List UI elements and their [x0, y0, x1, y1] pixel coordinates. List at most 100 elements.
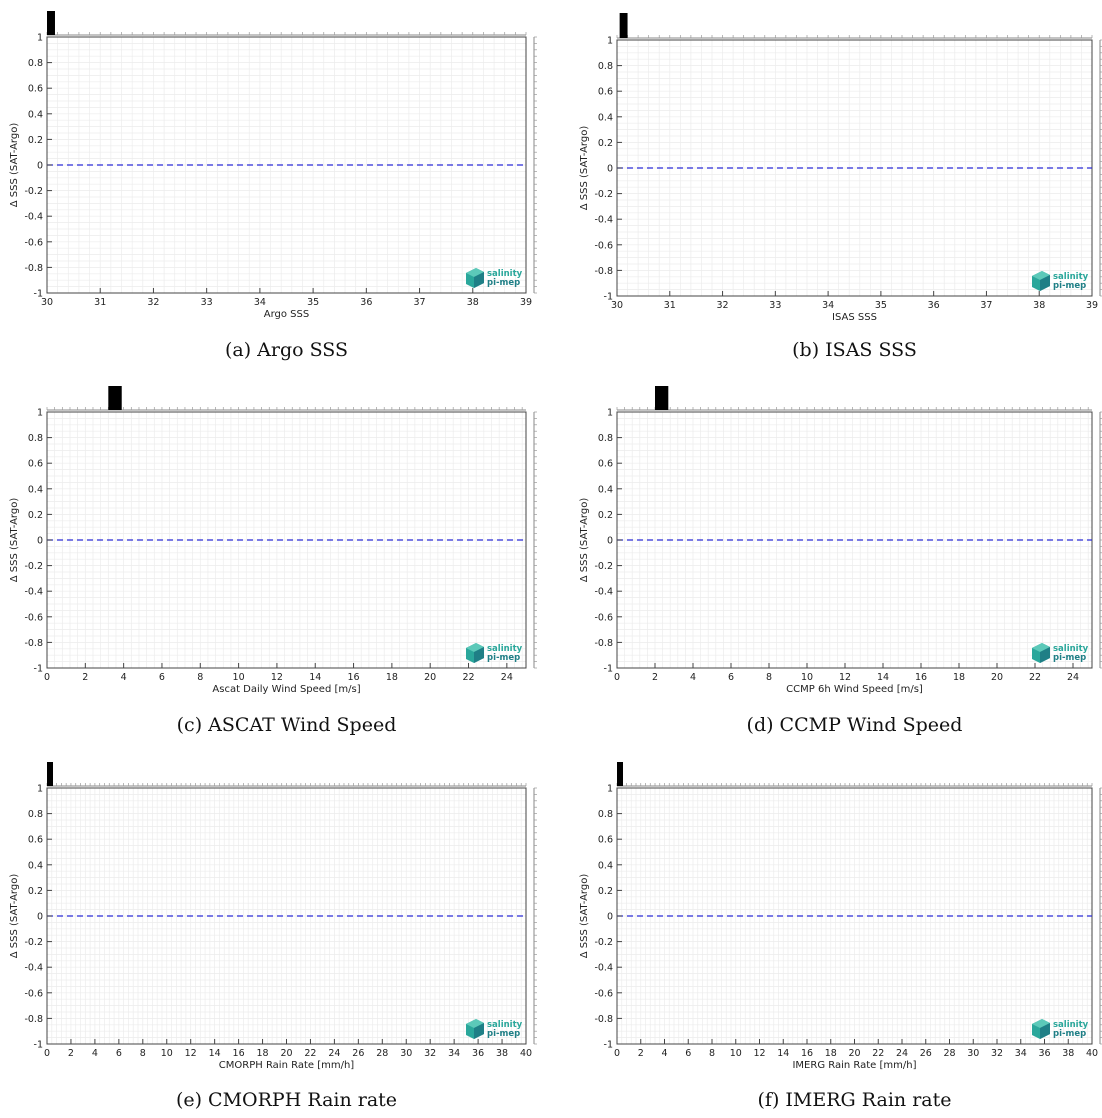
- y-tick-label: 0: [37, 912, 43, 923]
- logo-cube-side: [474, 1023, 484, 1039]
- y-tick-label: 0.6: [28, 459, 43, 470]
- x-tick-label: 18: [825, 1048, 837, 1059]
- chart-panel-c: 0 2 4 6 8 10 12 14 16 18 20 22 24-1-0.8-0.6-0.4-0.20…: [9, 386, 537, 736]
- y-tick-label: -0.4: [594, 963, 613, 974]
- x-tick-label: 6: [159, 672, 165, 683]
- y-tick-label: -1: [604, 292, 613, 303]
- x-tick-label: 24: [896, 1048, 908, 1059]
- x-axis-label: CCMP 6h Wind Speed [m/s]: [786, 684, 923, 695]
- logo-text-line2: pi-mep: [487, 1029, 520, 1039]
- x-tick-label: 22: [304, 1048, 316, 1059]
- x-tick-label: 22: [462, 672, 474, 683]
- x-tick-label: 20: [424, 672, 436, 683]
- y-tick-label: 0.8: [598, 433, 613, 444]
- x-tick-label: 10: [233, 672, 245, 683]
- x-tick-label: 12: [185, 1048, 197, 1059]
- y-axis-label: Δ SSS (SAT-Argo): [579, 498, 590, 583]
- x-tick-label: 24: [501, 672, 513, 683]
- y-tick-label: 0.6: [598, 835, 613, 846]
- x-tick-label: 8: [766, 672, 772, 683]
- y-tick-label: -0.6: [594, 612, 613, 623]
- logo-cube-top: [1032, 643, 1050, 652]
- x-tick-label: 38: [467, 297, 479, 308]
- y-tick-label: 0: [607, 164, 613, 175]
- y-axis-label: Δ SSS (SAT-Argo): [579, 126, 590, 211]
- y-tick-label: -0.2: [594, 937, 613, 948]
- y-tick-label: -0.4: [594, 215, 613, 226]
- y-tick-label: -1: [604, 664, 613, 675]
- x-tick-label: 20: [848, 1048, 860, 1059]
- x-tick-label: 0: [614, 672, 620, 683]
- x-tick-label: 34: [1015, 1048, 1027, 1059]
- histogram-bar: [47, 11, 55, 35]
- x-tick-label: 14: [777, 1048, 789, 1059]
- x-tick-label: 40: [1086, 1048, 1098, 1059]
- logo-text-line2: pi-mep: [1053, 281, 1086, 291]
- y-tick-label: 1: [607, 36, 613, 47]
- logo-cube-side: [1040, 1023, 1050, 1039]
- chart-panel-a: 30 31 32 33 34 35 36 37 38 39 -1 -0.8 -0.6 -0.4 -0.2 0 0…: [9, 11, 537, 361]
- x-tick-label: 40: [520, 1048, 532, 1059]
- x-tick-label: 36: [472, 1048, 484, 1059]
- y-tick-label: -0.4: [24, 587, 43, 598]
- x-tick-label: 33: [769, 300, 781, 311]
- y-tick-label: -0.2: [594, 561, 613, 572]
- salinity-pimep-logo-icon: [466, 1019, 484, 1039]
- logo-cube-top: [466, 1019, 484, 1028]
- y-tick-label: 0.4: [598, 112, 613, 123]
- histogram-bar: [617, 762, 623, 786]
- y-tick-label: 0: [37, 536, 43, 547]
- x-tick-label: 14: [309, 672, 321, 683]
- x-tick-label: 10: [730, 1048, 742, 1059]
- histogram-bar: [619, 13, 628, 38]
- panel-caption: (d) CCMP Wind Speed: [747, 714, 963, 736]
- chart-panel-b: 30 31 32 33 34 35 36 37 38 39 -1 -0.8 -0.6 -0.4 -0.2 0 0…: [579, 13, 1102, 361]
- logo-cube-side: [474, 272, 484, 288]
- logo-cube-side: [1040, 275, 1050, 291]
- y-tick-label: 0.2: [28, 135, 43, 146]
- y-tick-label: 0.2: [28, 886, 43, 897]
- x-tick-label: 4: [690, 672, 696, 683]
- y-tick-label: -0.8: [594, 266, 613, 277]
- x-tick-label: 6: [728, 672, 734, 683]
- chart-panel-f: 0 2 4 6 8 10 12 14 16 18 20 22 24 26 28 30 32 34 36 38 40-1-…: [579, 762, 1102, 1111]
- y-tick-label: 1: [607, 784, 613, 795]
- y-tick-label: -0.8: [24, 263, 43, 274]
- y-tick-label: 0.2: [598, 138, 613, 149]
- x-tick-label: 31: [664, 300, 676, 311]
- y-tick-label: 0.4: [598, 484, 613, 495]
- y-tick-label: 0.6: [598, 87, 613, 98]
- logo-text-line2: pi-mep: [1053, 1029, 1086, 1039]
- x-tick-label: 8: [197, 672, 203, 683]
- x-tick-label: 36: [928, 300, 940, 311]
- x-tick-label: 2: [638, 1048, 644, 1059]
- x-tick-label: 24: [328, 1048, 340, 1059]
- y-tick-label: -0.6: [594, 988, 613, 999]
- y-tick-label: 0.6: [28, 835, 43, 846]
- x-tick-label: 6: [116, 1048, 122, 1059]
- x-tick-label: 2: [652, 672, 658, 683]
- y-tick-label: 0: [607, 912, 613, 923]
- histogram-bar: [47, 762, 53, 786]
- x-tick-label: 10: [801, 672, 813, 683]
- logo-text-line1: salinity: [1053, 644, 1089, 654]
- panel-caption: (e) CMORPH Rain rate: [176, 1089, 397, 1111]
- y-tick-label: 1: [607, 408, 613, 419]
- y-tick-label: 1: [37, 784, 43, 795]
- x-tick-label: 34: [448, 1048, 460, 1059]
- x-tick-label: 36: [1038, 1048, 1050, 1059]
- x-axis-label: IMERG Rain Rate [mm/h]: [792, 1060, 916, 1071]
- x-tick-label: 6: [685, 1048, 691, 1059]
- x-tick-label: 12: [753, 1048, 765, 1059]
- x-tick-label: 30: [41, 297, 53, 308]
- y-axis-label: Δ SSS (SAT-Argo): [579, 874, 590, 959]
- y-tick-label: 0.4: [28, 109, 43, 120]
- panel-caption: (b) ISAS SSS: [792, 339, 917, 361]
- x-tick-label: 0: [44, 1048, 50, 1059]
- x-tick-label: 38: [496, 1048, 508, 1059]
